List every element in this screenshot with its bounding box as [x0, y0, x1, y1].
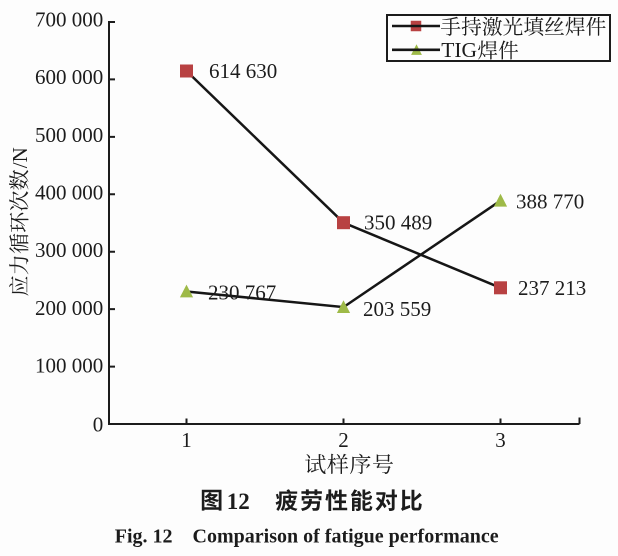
svg-text:TIG: TIG [441, 38, 477, 62]
svg-text:/N: /N [8, 147, 32, 168]
svg-text:700 000: 700 000 [35, 8, 103, 32]
svg-text:200 000: 200 000 [35, 296, 103, 320]
svg-text:Fig. 12 Comparison of fatig: Fig. 12 Comparison of fatigue performanc… [115, 526, 499, 548]
svg-text:12: 12 [227, 489, 250, 514]
svg-text:2: 2 [338, 428, 349, 452]
svg-text:300 000: 300 000 [35, 238, 103, 262]
svg-text:237 213: 237 213 [518, 276, 586, 300]
svg-text:350 489: 350 489 [364, 211, 432, 235]
svg-text:230 767: 230 767 [208, 281, 276, 305]
svg-text:203 559: 203 559 [363, 297, 431, 321]
svg-text:500 000: 500 000 [35, 123, 103, 147]
svg-text:3: 3 [495, 428, 506, 452]
svg-text:1: 1 [181, 428, 192, 452]
svg-text:100 000: 100 000 [35, 354, 103, 378]
svg-text:388 770: 388 770 [516, 190, 584, 214]
svg-text:600 000: 600 000 [35, 65, 103, 89]
svg-text:0: 0 [93, 412, 104, 436]
svg-text:614 630: 614 630 [209, 59, 277, 83]
svg-text:400 000: 400 000 [35, 181, 103, 205]
